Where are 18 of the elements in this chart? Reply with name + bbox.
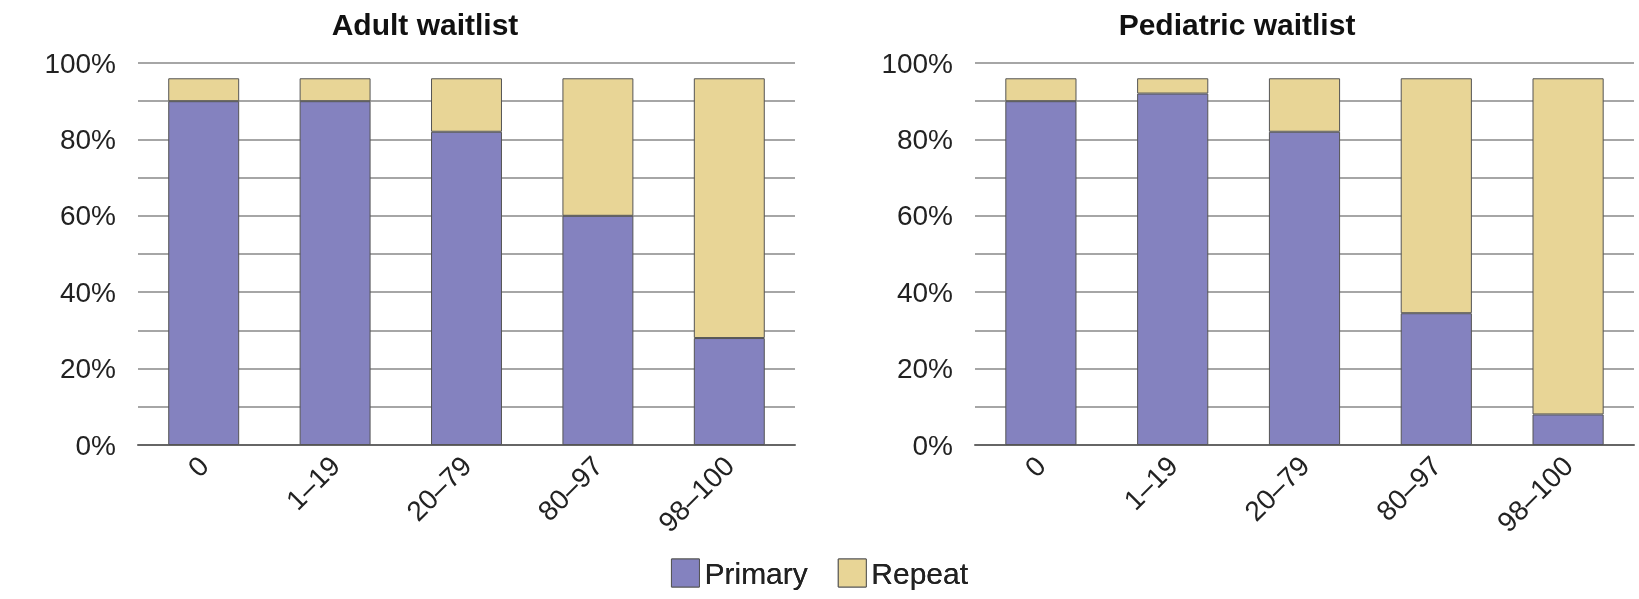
y-tick-label: 20%: [59, 353, 116, 385]
legend-label: Primary: [704, 556, 808, 590]
y-tick-label: 80%: [896, 123, 953, 155]
y-tick-label: 80%: [59, 123, 116, 155]
y-tick-label: 40%: [896, 276, 953, 308]
x-tick-label: 0: [1018, 450, 1052, 483]
chart-title: Adult waitlist: [331, 7, 519, 41]
legend-label: Repeat: [871, 556, 969, 590]
y-tick-label: 0%: [912, 429, 953, 461]
chart-title: Pediatric waitlist: [1118, 7, 1356, 41]
y-tick-label: 60%: [59, 200, 116, 232]
y-tick-label: 100%: [44, 47, 116, 79]
x-tick-label: 0: [181, 450, 215, 483]
y-tick-label: 0%: [75, 429, 116, 461]
y-tick-label: 100%: [881, 47, 953, 79]
y-tick-label: 20%: [896, 353, 953, 385]
y-tick-label: 60%: [896, 200, 953, 232]
y-tick-label: 40%: [59, 276, 116, 308]
